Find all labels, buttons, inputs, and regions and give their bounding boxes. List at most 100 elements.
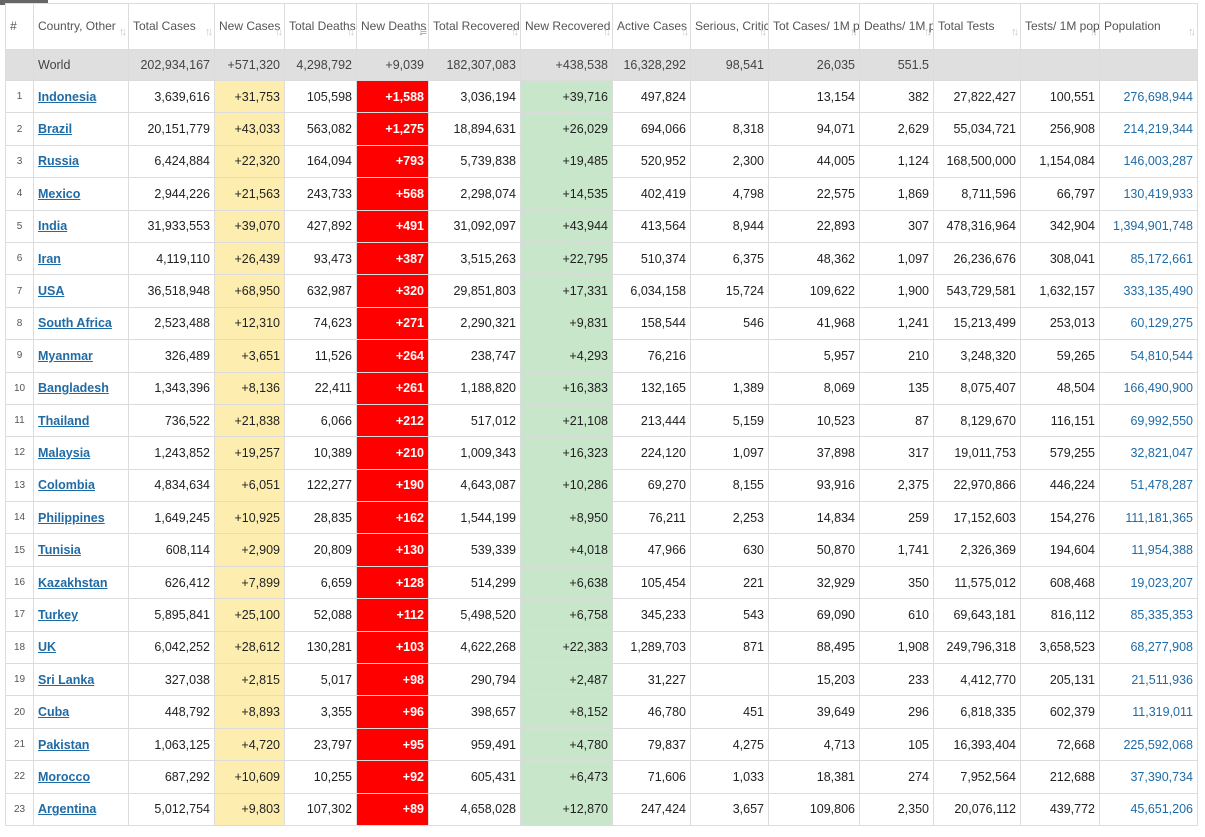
cell-new-cases: +21,563 [214,177,285,211]
cell-new-recovered: +22,383 [520,630,613,665]
cell-active-cases: 71,606 [612,760,691,794]
table-body: World 202,934,167 +571,320 4,298,792 +9,039 1… [5,49,1198,826]
sort-arrows-icon[interactable]: ↑↓ [1188,26,1196,38]
sort-arrows-icon[interactable]: ↑↓ [681,26,689,38]
sort-arrows-icon[interactable]: ↑↓ [603,26,611,38]
cell-country: Colombia [33,468,129,503]
country-link[interactable]: Mexico [38,186,81,201]
country-link[interactable]: Turkey [38,607,79,622]
table-row: 2 Brazil 20,151,779 +43,033 563,082 +1,275 18,… [5,112,1198,146]
cell-idx: 20 [5,695,34,729]
cell-total-recovered: 1,188,820 [428,371,521,405]
cell-active-cases: 345,233 [612,598,691,632]
sort-arrows-icon[interactable]: ↑↓ [511,26,519,38]
country-link[interactable]: Philippines [38,510,105,525]
country-link[interactable]: USA [38,284,65,299]
table-row: 16 Kazakhstan 626,412 +7,899 6,659 +128 514,29… [5,565,1198,600]
cell-new-deaths: +130 [356,533,429,567]
country-link[interactable]: South Africa [38,316,112,331]
cell-new-deaths: +92 [356,760,429,794]
cell-serious: 630 [690,533,769,567]
sort-arrows-icon[interactable]: ↑↓ [1011,26,1019,38]
cell-idx: 10 [5,371,34,405]
column-header-deaths-per-1m[interactable]: Deaths/ 1M pop↑↓ [859,3,934,50]
cell-idx: 3 [5,144,34,179]
column-header-total-recovered[interactable]: Total Recovered ↑↓ [428,3,521,50]
sort-desc-icon[interactable]: ↓≡ [418,26,427,38]
country-link[interactable]: Argentina [38,802,97,817]
table-header-row: # Country, Other ↑↓ Total Cases ↑↓ New Cases ↑… [5,3,1198,50]
cell-deaths-per-1m: 1,097 [859,241,934,276]
country-link[interactable]: Morocco [38,769,91,784]
cell-total-tests: 26,236,676 [933,241,1021,276]
country-link[interactable]: Tunisia [38,543,81,558]
column-header-new-deaths[interactable]: New Deaths ↓≡ [356,3,429,50]
cell-serious: 15,724 [690,274,769,308]
country-link[interactable]: Pakistan [38,737,90,752]
country-link[interactable]: UK [38,640,57,655]
cell-cases-per-1m: 37,898 [768,436,860,470]
cell-idx: 23 [5,792,34,826]
country-link[interactable]: India [38,219,68,234]
world-total-row: World 202,934,167 +571,320 4,298,792 +9,039 1… [5,49,1198,81]
cell-total-deaths: 3,355 [284,695,357,729]
sort-arrows-icon[interactable]: ↑↓ [275,26,283,38]
cell-deaths-per-1m: 259 [859,501,934,535]
sort-arrows-icon[interactable]: ↑↓ [850,26,858,38]
column-header-new-cases[interactable]: New Cases ↑↓ [214,3,285,50]
sort-arrows-icon[interactable]: ↑↓ [119,26,127,38]
country-link[interactable]: Colombia [38,478,95,493]
cell-deaths-per-1m: 210 [859,339,934,373]
column-header-cases-per-1m[interactable]: Tot Cases/ 1M pop↑↓ [768,3,860,50]
country-link[interactable]: Russia [38,154,79,169]
country-link[interactable]: Bangladesh [38,381,109,396]
table-row: 21 Pakistan 1,063,125 +4,720 23,797 +95 959,49… [5,727,1198,762]
column-header-serious[interactable]: Serious, Critical↑↓ [690,3,769,50]
sort-arrows-icon[interactable]: ↑↓ [924,26,932,38]
column-header-label: Total Tests [938,19,995,33]
country-link[interactable]: Iran [38,251,61,266]
sort-arrows-icon[interactable]: ↑↓ [205,26,213,38]
sort-arrows-icon[interactable]: ↑↓ [1090,26,1098,38]
column-header-total-cases[interactable]: Total Cases ↑↓ [128,3,215,50]
country-link[interactable]: Brazil [38,122,73,137]
sort-arrows-icon[interactable]: ↑↓ [759,26,767,38]
cell-total-recovered: 4,643,087 [428,468,521,503]
cell-total-tests: 7,952,564 [933,760,1021,794]
cell-new-recovered: +43,944 [520,209,613,243]
cell-total-cases: 687,292 [128,760,215,794]
column-header-new-recovered[interactable]: New Recovered ↑↓ [520,3,613,50]
column-header-population[interactable]: Population ↑↓ [1099,3,1198,50]
column-header-idx[interactable]: # [5,3,34,50]
country-link[interactable]: Cuba [38,705,70,720]
column-header-tests-per-1m[interactable]: Tests/ 1M pop ↑↓ [1020,3,1100,50]
cell-total-deaths: 107,302 [284,792,357,826]
table-row: 5 India 31,933,553 +39,070 427,892 +491 31,092… [5,209,1198,243]
cell-total-tests: 8,711,596 [933,177,1021,211]
cell-active-cases: 510,374 [612,241,691,276]
country-link[interactable]: Malaysia [38,445,91,460]
column-header-total-tests[interactable]: Total Tests ↑↓ [933,3,1021,50]
country-link[interactable]: Thailand [38,413,90,428]
table-row: 14 Philippines 1,649,245 +10,925 28,835 +162 1… [5,501,1198,535]
column-header-active-cases[interactable]: Active Cases ↑↓ [612,3,691,50]
country-link[interactable]: Indonesia [38,89,97,104]
cell-idx: 13 [5,468,34,503]
country-link[interactable]: Myanmar [38,348,93,363]
country-link[interactable]: Sri Lanka [38,672,95,687]
column-header-label: New Cases [219,19,281,33]
cell-tests-per-1m: 194,604 [1020,533,1100,567]
cell-active-cases: 31,227 [612,663,691,697]
column-header-total-deaths[interactable]: Total Deaths ↑↓ [284,3,357,50]
cell-serious: 4,798 [690,177,769,211]
cell-serious [690,663,769,697]
cell-serious: 8,318 [690,112,769,146]
cell-serious: 2,300 [690,144,769,179]
sort-arrows-icon[interactable]: ↑↓ [347,26,355,38]
cell-serious: 98,541 [690,49,769,81]
column-header-country[interactable]: Country, Other ↑↓ [33,3,129,50]
country-link[interactable]: Kazakhstan [38,575,108,590]
cell-population: 60,129,275 [1099,306,1198,341]
cell-new-deaths: +9,039 [356,49,429,81]
cell-new-recovered: +26,029 [520,112,613,146]
